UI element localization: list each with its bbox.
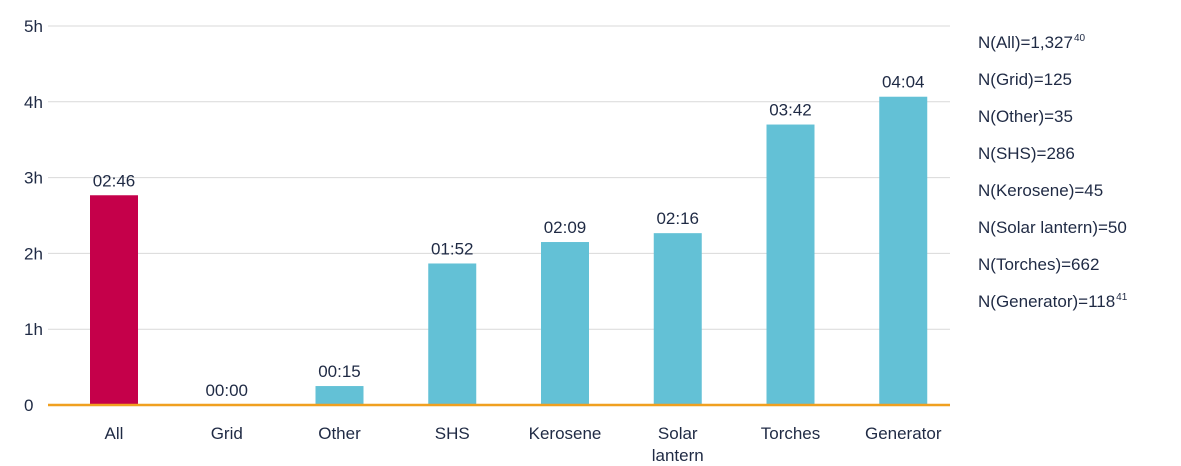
bars xyxy=(90,96,928,405)
y-tick-label-0: 0 xyxy=(24,396,33,415)
bar-0 xyxy=(90,195,138,405)
category-label-0: All xyxy=(105,424,124,443)
note-all: N(All)=1,32740 xyxy=(978,33,1086,52)
y-axis: 0 1h 2h 3h 4h 5h xyxy=(24,17,43,415)
data-label-3: 01:52 xyxy=(431,239,474,258)
data-label-7: 04:04 xyxy=(882,73,925,92)
category-label-7: Generator xyxy=(865,424,942,443)
note-kerosene: N(Kerosene)=45 xyxy=(978,181,1104,200)
category-label-5-line-1: lantern xyxy=(652,446,704,465)
y-tick-label-1: 1h xyxy=(24,320,43,339)
y-tick-label-4: 4h xyxy=(24,93,43,112)
note-solar-lantern: N(Solar lantern)=50 xyxy=(978,218,1127,237)
y-tick-label-2: 2h xyxy=(24,244,43,263)
note-generator: N(Generator)=11841 xyxy=(978,292,1128,311)
category-label-3: SHS xyxy=(435,424,470,443)
note-grid: N(Grid)=125 xyxy=(978,70,1073,89)
data-label-2: 00:15 xyxy=(318,362,361,381)
bar-7 xyxy=(879,96,928,405)
x-axis: All Grid Other SHS Kerosene Solar lantern Torch… xyxy=(48,403,950,465)
category-label-5-line-0: Solar xyxy=(658,424,698,443)
grid-lines xyxy=(48,25,950,330)
data-label-0: 02:46 xyxy=(93,171,136,190)
y-tick-label-5: 5h xyxy=(24,17,43,36)
note-torches: N(Torches)=662 xyxy=(978,255,1100,274)
bar-2 xyxy=(315,386,364,405)
bar-5 xyxy=(653,233,702,405)
y-tick-label-3: 3h xyxy=(24,169,43,188)
data-labels: 02:46 00:00 00:15 01:52 02:09 02:16 03:42 04:04 xyxy=(93,73,925,400)
bar-3 xyxy=(428,263,477,405)
data-label-6: 03:42 xyxy=(769,101,812,120)
bar-6 xyxy=(766,124,815,405)
category-label-6: Torches xyxy=(761,424,821,443)
data-label-5: 02:16 xyxy=(656,209,699,228)
note-shs: N(SHS)=286 xyxy=(978,144,1075,163)
note-other: N(Other)=35 xyxy=(978,107,1073,126)
category-label-4: Kerosene xyxy=(529,424,602,443)
data-label-1: 00:00 xyxy=(205,381,248,400)
data-label-4: 02:09 xyxy=(544,218,587,237)
category-label-2: Other xyxy=(318,424,361,443)
category-label-1: Grid xyxy=(211,424,243,443)
bar-4 xyxy=(541,242,589,405)
sample-size-notes: N(All)=1,32740 N(Grid)=125 N(Other)=35 N… xyxy=(978,22,1128,318)
